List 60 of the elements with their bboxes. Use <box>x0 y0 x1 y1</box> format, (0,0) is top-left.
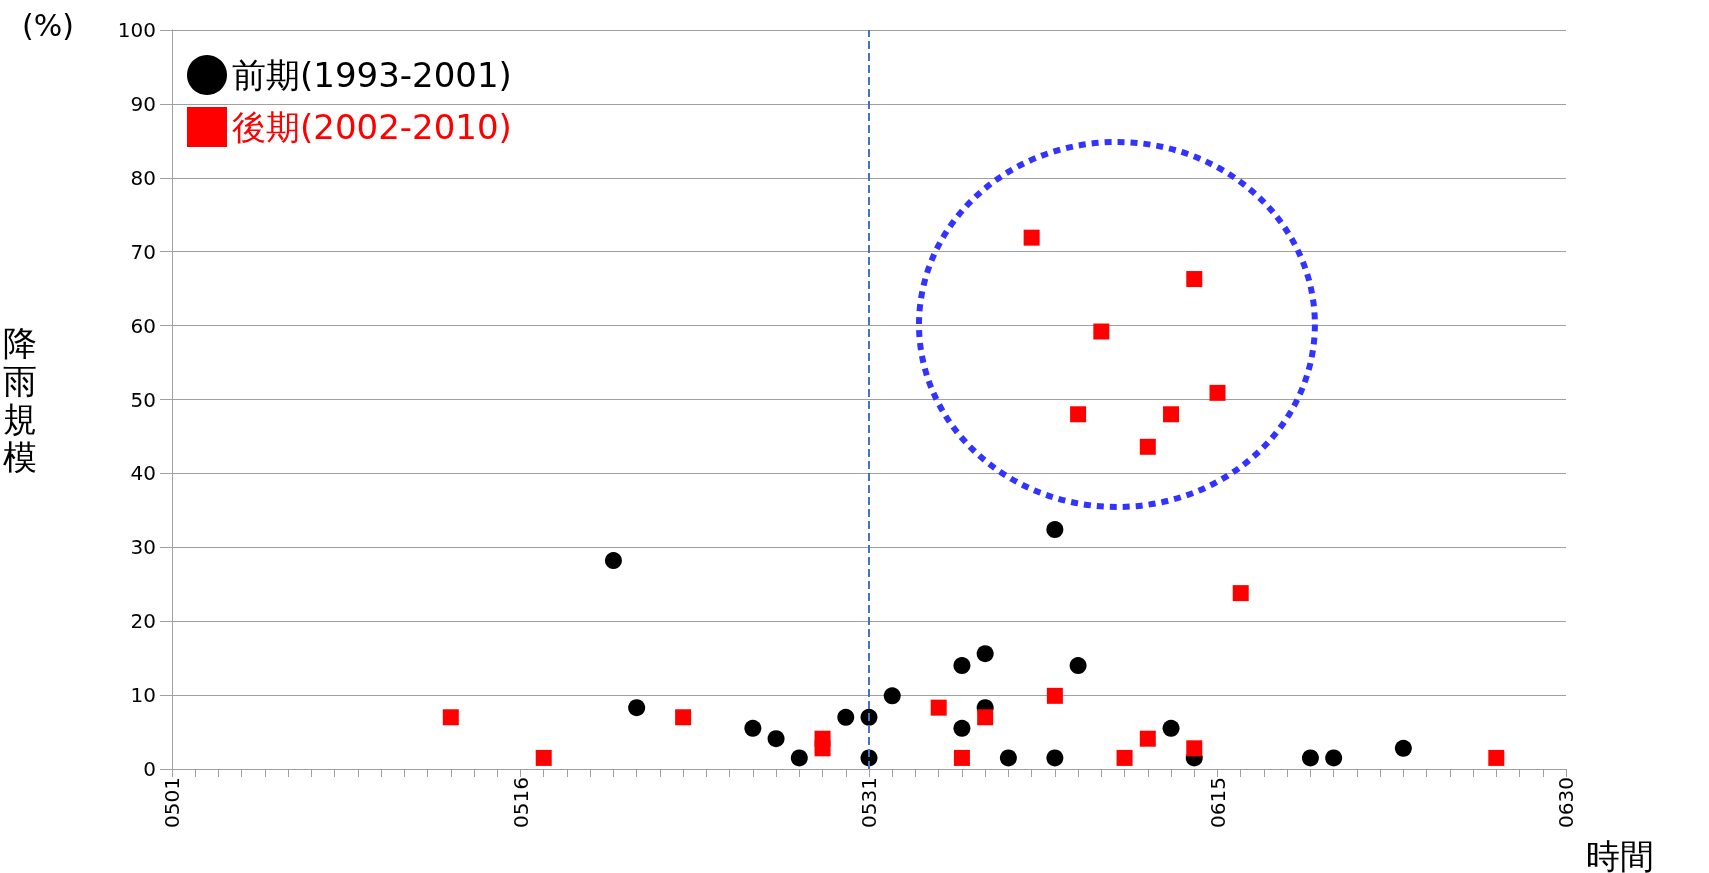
text: (%) <box>22 7 74 43</box>
y-tick-label: 0 <box>143 757 156 781</box>
point <box>814 730 831 747</box>
y-tick-label: 80 <box>130 165 156 190</box>
point <box>1046 521 1064 539</box>
point <box>675 709 692 726</box>
point <box>1232 585 1249 602</box>
point <box>1186 271 1203 288</box>
x-axis-title: 時間 <box>1586 836 1654 873</box>
point <box>1023 229 1040 246</box>
point <box>883 687 901 705</box>
y-tick-label: 10 <box>130 683 156 708</box>
point <box>930 699 947 716</box>
point <box>1186 740 1203 757</box>
point <box>628 699 646 717</box>
y-tick-label: 30 <box>130 535 156 560</box>
y-tick-label: 20 <box>130 609 156 634</box>
point <box>953 749 970 766</box>
x-tick-label: 0531 <box>857 777 881 828</box>
point <box>1325 749 1343 767</box>
point <box>1070 406 1087 423</box>
x-tick-label: 0615 <box>1205 777 1230 828</box>
point <box>744 719 762 737</box>
point <box>1069 657 1087 675</box>
point <box>767 730 785 748</box>
point <box>604 552 622 570</box>
point <box>535 749 552 766</box>
point <box>999 749 1017 767</box>
legend-label: 後期(2002-2010) <box>232 107 512 147</box>
point <box>1046 687 1063 704</box>
point <box>1139 438 1156 455</box>
y-tick-label: 50 <box>130 387 156 412</box>
point <box>442 709 459 726</box>
point <box>953 719 971 737</box>
point <box>1093 323 1110 340</box>
point <box>976 645 994 663</box>
point <box>837 708 855 726</box>
point <box>1301 749 1319 767</box>
point <box>790 749 808 767</box>
point <box>1046 749 1064 767</box>
point <box>1488 749 1505 766</box>
y-tick-label: 90 <box>130 91 156 116</box>
x-tick-label: 0630 <box>1554 777 1578 828</box>
y-tick-label: 60 <box>130 313 156 338</box>
point <box>1139 730 1156 747</box>
legend-label: 前期(1993-2001) <box>232 55 512 95</box>
point <box>1394 739 1412 757</box>
x-tick-label: 0501 <box>160 777 184 828</box>
y-tick-label: 40 <box>130 461 156 486</box>
y-tick-label: 70 <box>130 239 156 264</box>
point <box>977 709 994 726</box>
point <box>1209 384 1226 401</box>
point <box>1163 406 1180 423</box>
point <box>953 657 971 675</box>
y-tick-label: 100 <box>117 18 156 42</box>
point <box>1162 719 1180 737</box>
point <box>1116 749 1133 766</box>
y-axis-title: 降雨規模 <box>3 322 37 477</box>
x-tick-label: 0516 <box>508 777 533 828</box>
point <box>860 708 878 726</box>
